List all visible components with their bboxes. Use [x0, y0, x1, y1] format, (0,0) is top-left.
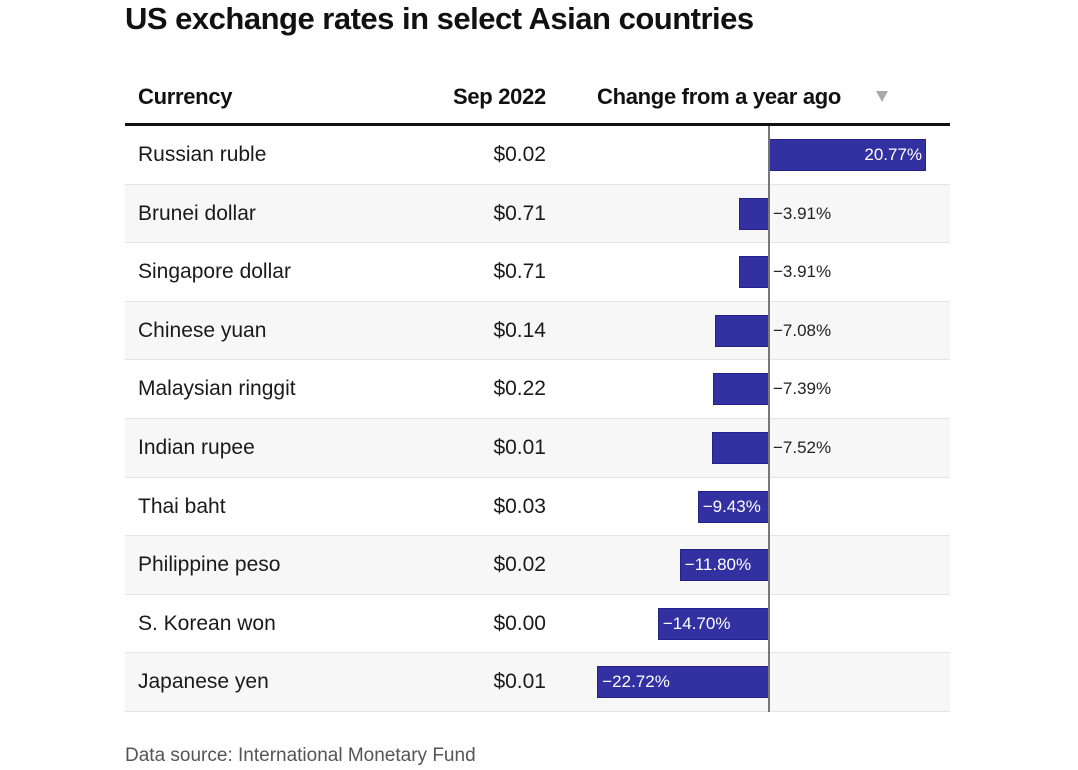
currency-name: Indian rupee	[138, 435, 255, 459]
change-label: −7.39%	[773, 379, 832, 399]
table-row: Singapore dollar $0.71 −3.91%	[125, 243, 950, 302]
exchange-rate-value: $0.02	[493, 143, 546, 166]
column-header-change[interactable]: Change from a year ago	[597, 84, 842, 109]
table-row: Philippine peso $0.02 −11.80%	[125, 536, 950, 595]
change-label: −11.80%	[684, 555, 752, 575]
change-label: −22.72%	[602, 672, 670, 692]
table-row: Brunei dollar $0.71 −3.91%	[125, 184, 950, 244]
table-row: Japanese yen $0.01 −22.72%	[125, 653, 950, 712]
exchange-rate-value: $0.71	[493, 201, 546, 225]
exchange-rate-value: $0.22	[493, 377, 546, 401]
table-row: Thai baht $0.03 −9.43%	[125, 478, 950, 537]
change-bar	[769, 139, 927, 171]
zero-axis-line	[768, 126, 770, 712]
table-row: Indian rupee $0.01 −7.52%	[125, 418, 950, 478]
change-bar	[739, 197, 769, 230]
currency-name: Brunei dollar	[138, 201, 256, 225]
chart-title: US exchange rates in select Asian countr…	[125, 1, 754, 36]
change-label: −3.91%	[773, 203, 832, 223]
exchange-rate-value: $0.02	[493, 553, 546, 577]
currency-name: Thai baht	[138, 494, 226, 518]
exchange-rate-value: $0.14	[493, 318, 546, 342]
column-header-currency[interactable]: Currency	[138, 84, 233, 109]
currency-name: S. Korean won	[138, 611, 276, 635]
column-header-sep-2022[interactable]: Sep 2022	[452, 84, 546, 109]
table-row: Malaysian ringgit $0.22 −7.39%	[125, 360, 950, 419]
table-row: Chinese yuan $0.14 −7.08%	[125, 301, 950, 361]
currency-name: Philippine peso	[138, 553, 281, 577]
change-bar	[713, 373, 769, 406]
header-divider	[125, 123, 950, 126]
change-bar	[739, 256, 769, 289]
change-bar	[657, 607, 769, 640]
exchange-rate-value: $0.03	[493, 494, 546, 518]
currency-name: Chinese yuan	[138, 318, 267, 342]
change-label: −7.08%	[773, 320, 832, 340]
sort-descending-icon[interactable]	[876, 91, 888, 102]
change-label: −3.91%	[773, 262, 832, 282]
table-row: Russian ruble $0.02 20.77%	[125, 126, 950, 185]
change-label: 20.77%	[864, 145, 923, 164]
currency-name: Japanese yen	[138, 670, 269, 694]
currency-name: Malaysian ringgit	[138, 377, 296, 401]
currency-name: Russian ruble	[138, 143, 267, 166]
exchange-rate-value: $0.01	[493, 670, 546, 694]
change-bar	[597, 666, 769, 699]
exchange-rate-value: $0.00	[493, 611, 546, 635]
data-source-note: Data source: International Monetary Fund	[125, 745, 476, 766]
change-bar	[715, 314, 769, 347]
change-label: −9.43%	[702, 496, 761, 516]
change-label: −7.52%	[773, 437, 832, 457]
change-bar	[712, 431, 769, 464]
change-label: −14.70%	[662, 613, 731, 633]
change-bar	[697, 490, 769, 523]
table-row: S. Korean won $0.00 −14.70%	[125, 595, 950, 654]
exchange-rate-value: $0.71	[493, 260, 546, 284]
currency-name: Singapore dollar	[138, 260, 291, 284]
exchange-rate-value: $0.01	[493, 435, 546, 459]
table-body: Russian ruble $0.02 20.77% Brunei dollar $0.…	[125, 126, 950, 712]
